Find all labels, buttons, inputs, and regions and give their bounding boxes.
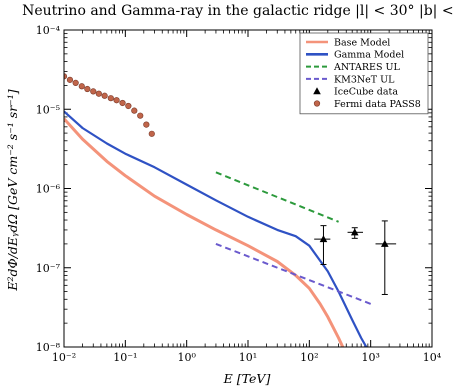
x-tick-label: 10⁰ bbox=[177, 351, 196, 364]
icecube-data-point bbox=[350, 228, 359, 236]
plot-frame bbox=[63, 29, 433, 348]
fermi-data-pass8-point bbox=[95, 90, 102, 97]
km3net-ul-line bbox=[215, 242, 372, 305]
legend-label-gamma-model: Gamma Model bbox=[334, 50, 404, 61]
fermi-data-pass8-point bbox=[66, 76, 74, 83]
x-axis-label: E [TeV] bbox=[223, 371, 271, 386]
legend-box bbox=[299, 32, 429, 115]
legend-label-icecube-data: IceCube data bbox=[334, 87, 398, 98]
legend-label-base-model: Base Model bbox=[334, 37, 390, 48]
plot-area bbox=[63, 29, 433, 348]
x-tick-label: 10¹ bbox=[239, 351, 257, 364]
legend-label-antares-ul: ANTARES UL bbox=[333, 62, 400, 73]
y-axis-label: E²dΦ/dEᵧdΩ [GeV cm⁻² s⁻¹ sr⁻¹] bbox=[5, 89, 20, 291]
legend-label-km3net-ul: KM3NeT UL bbox=[334, 74, 395, 85]
icecube-data-point bbox=[319, 235, 328, 243]
gamma-model-line bbox=[64, 110, 368, 347]
x-tick-label: 10² bbox=[300, 351, 318, 364]
fermi-data-pass8-point bbox=[131, 107, 138, 114]
fermi-data-pass8-point bbox=[119, 99, 126, 107]
fermi-data-pass8-point bbox=[125, 102, 132, 110]
icecube-data-point bbox=[381, 239, 389, 247]
fermi-data-pass8-point bbox=[101, 92, 108, 99]
x-tick-label: 10⁴ bbox=[423, 351, 442, 364]
fermi-data-pass8-point bbox=[148, 130, 155, 137]
legend-label-fermi-data-pass8: Fermi data PASS8 bbox=[334, 99, 421, 110]
legend-swatch-icecube-data bbox=[313, 87, 321, 95]
antares-ul-line bbox=[215, 171, 339, 223]
fermi-data-pass8-point bbox=[107, 95, 114, 102]
y-tick-label: 10⁻⁸ bbox=[36, 341, 61, 354]
y-tick-label: 10⁻⁷ bbox=[36, 262, 61, 275]
fermi-data-pass8-point bbox=[137, 112, 144, 119]
fermi-data-pass8-point bbox=[72, 79, 79, 87]
base-model-line bbox=[64, 117, 345, 347]
x-tick-label: 10³ bbox=[361, 351, 379, 364]
x-tick-label: 10⁻¹ bbox=[113, 351, 137, 364]
fermi-data-pass8-point bbox=[113, 97, 120, 104]
series-group bbox=[64, 73, 397, 347]
fermi-data-pass8-point bbox=[84, 85, 91, 93]
y-axis: 10⁻⁸ 10⁻⁷ 10⁻⁶ 10⁻⁵ 10⁻⁴ bbox=[36, 24, 432, 354]
fermi-data-pass8-point bbox=[143, 121, 150, 128]
fermi-data-pass8-point bbox=[90, 88, 97, 95]
legend-swatch-fermi-data-pass8 bbox=[313, 100, 321, 107]
y-tick-label: 10⁻⁶ bbox=[36, 183, 61, 196]
fermi-data-pass8-point bbox=[78, 83, 85, 90]
y-tick-label: 10⁻⁵ bbox=[36, 103, 60, 116]
y-tick-label: 10⁻⁴ bbox=[36, 24, 61, 37]
chart-title: Neutrino and Gamma-ray in the galactic r… bbox=[22, 3, 458, 19]
x-axis: 10⁻² 10⁻¹ 10⁰ 10¹ 10² 10³ 10⁴ bbox=[52, 30, 442, 364]
x-tick-label: 10⁻² bbox=[52, 351, 76, 364]
